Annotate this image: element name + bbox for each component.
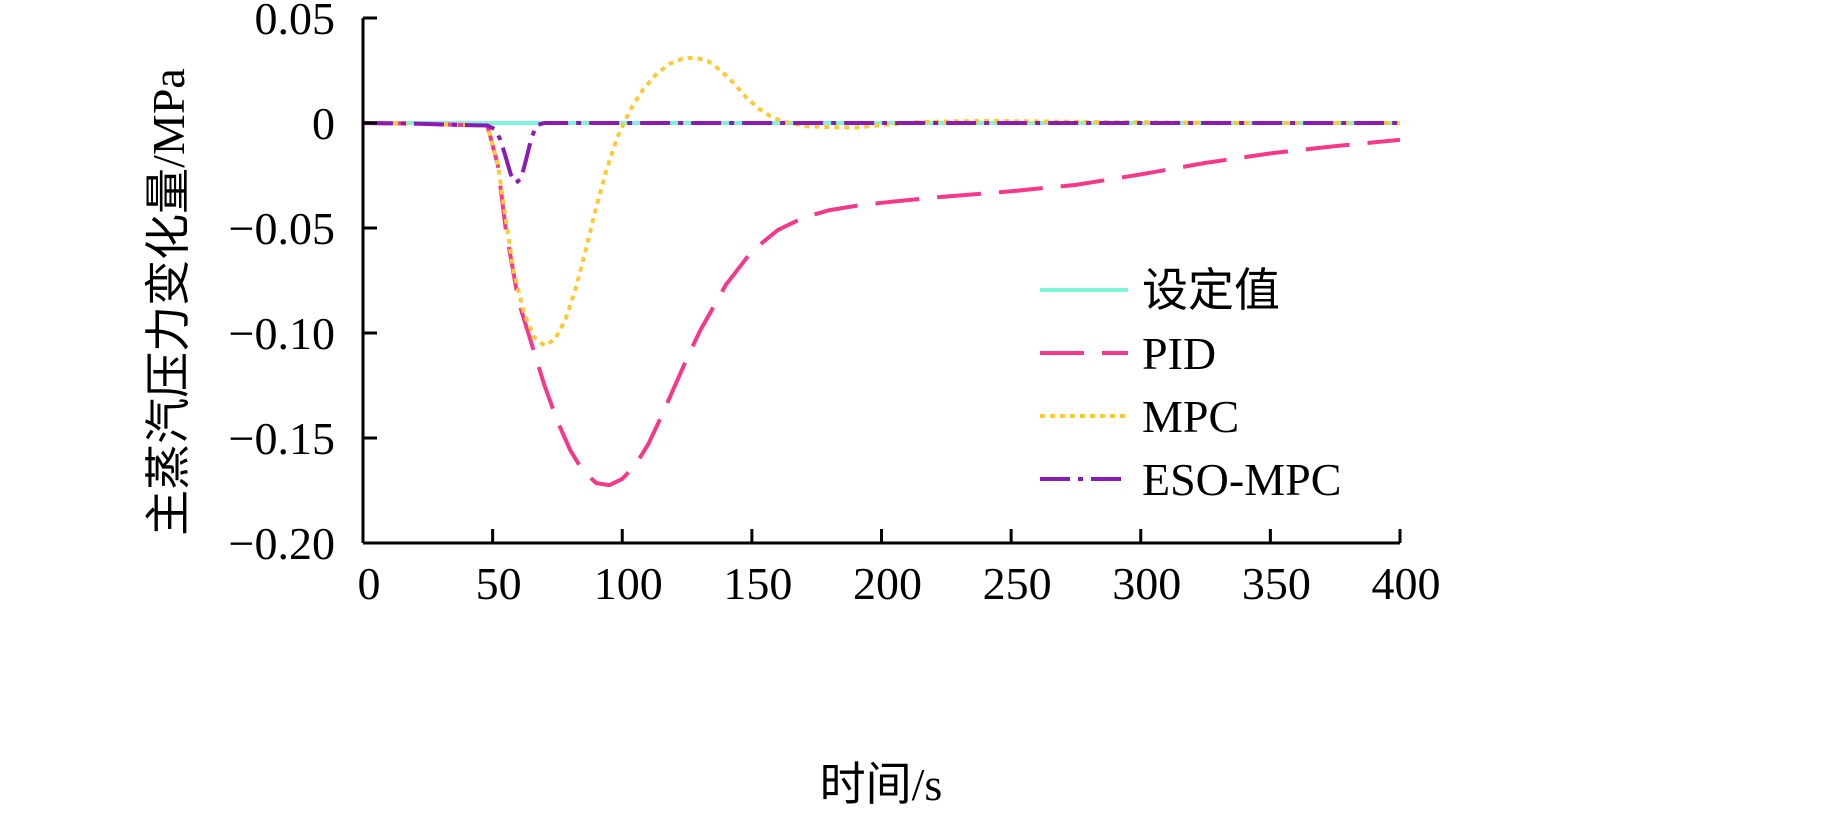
x-tick-label: 300 bbox=[1112, 558, 1181, 609]
legend-label-3: MPC bbox=[1142, 391, 1239, 442]
y-tick-label: −0.20 bbox=[229, 518, 335, 569]
x-tick-label: 0 bbox=[358, 558, 381, 609]
plot-area bbox=[362, 55, 1401, 488]
legend: 设定值 PID MPC ESO-MPC bbox=[1040, 265, 1341, 505]
x-tick-label: 100 bbox=[594, 558, 663, 609]
y-tick-label: −0.15 bbox=[229, 413, 335, 464]
y-tick-label: 0 bbox=[312, 98, 335, 149]
legend-label-4: ESO-MPC bbox=[1142, 454, 1341, 505]
series-line-3 bbox=[362, 55, 1400, 348]
y-axis-title: 主蒸汽压力变化量/MPa bbox=[143, 68, 194, 536]
x-axis-title: 时间/s bbox=[820, 759, 943, 810]
x-tick-label: 200 bbox=[853, 558, 922, 609]
x-tick-label: 350 bbox=[1242, 558, 1311, 609]
series-line-4 bbox=[362, 121, 1400, 185]
legend-label-1: 设定值 bbox=[1142, 265, 1280, 316]
y-tick-label: −0.10 bbox=[229, 308, 335, 359]
axes: 0 50 100 150 200 250 300 350 400 0.05 0 −0.05 −0.10 −… bbox=[229, 0, 1441, 609]
y-tick-label: 0.05 bbox=[255, 0, 336, 44]
legend-label-2: PID bbox=[1142, 328, 1216, 379]
x-tick-label: 150 bbox=[723, 558, 792, 609]
x-tick-label: 250 bbox=[983, 558, 1052, 609]
y-tick-label: −0.05 bbox=[229, 203, 335, 254]
x-tick-label: 50 bbox=[476, 558, 522, 609]
x-tick-label: 400 bbox=[1372, 558, 1441, 609]
